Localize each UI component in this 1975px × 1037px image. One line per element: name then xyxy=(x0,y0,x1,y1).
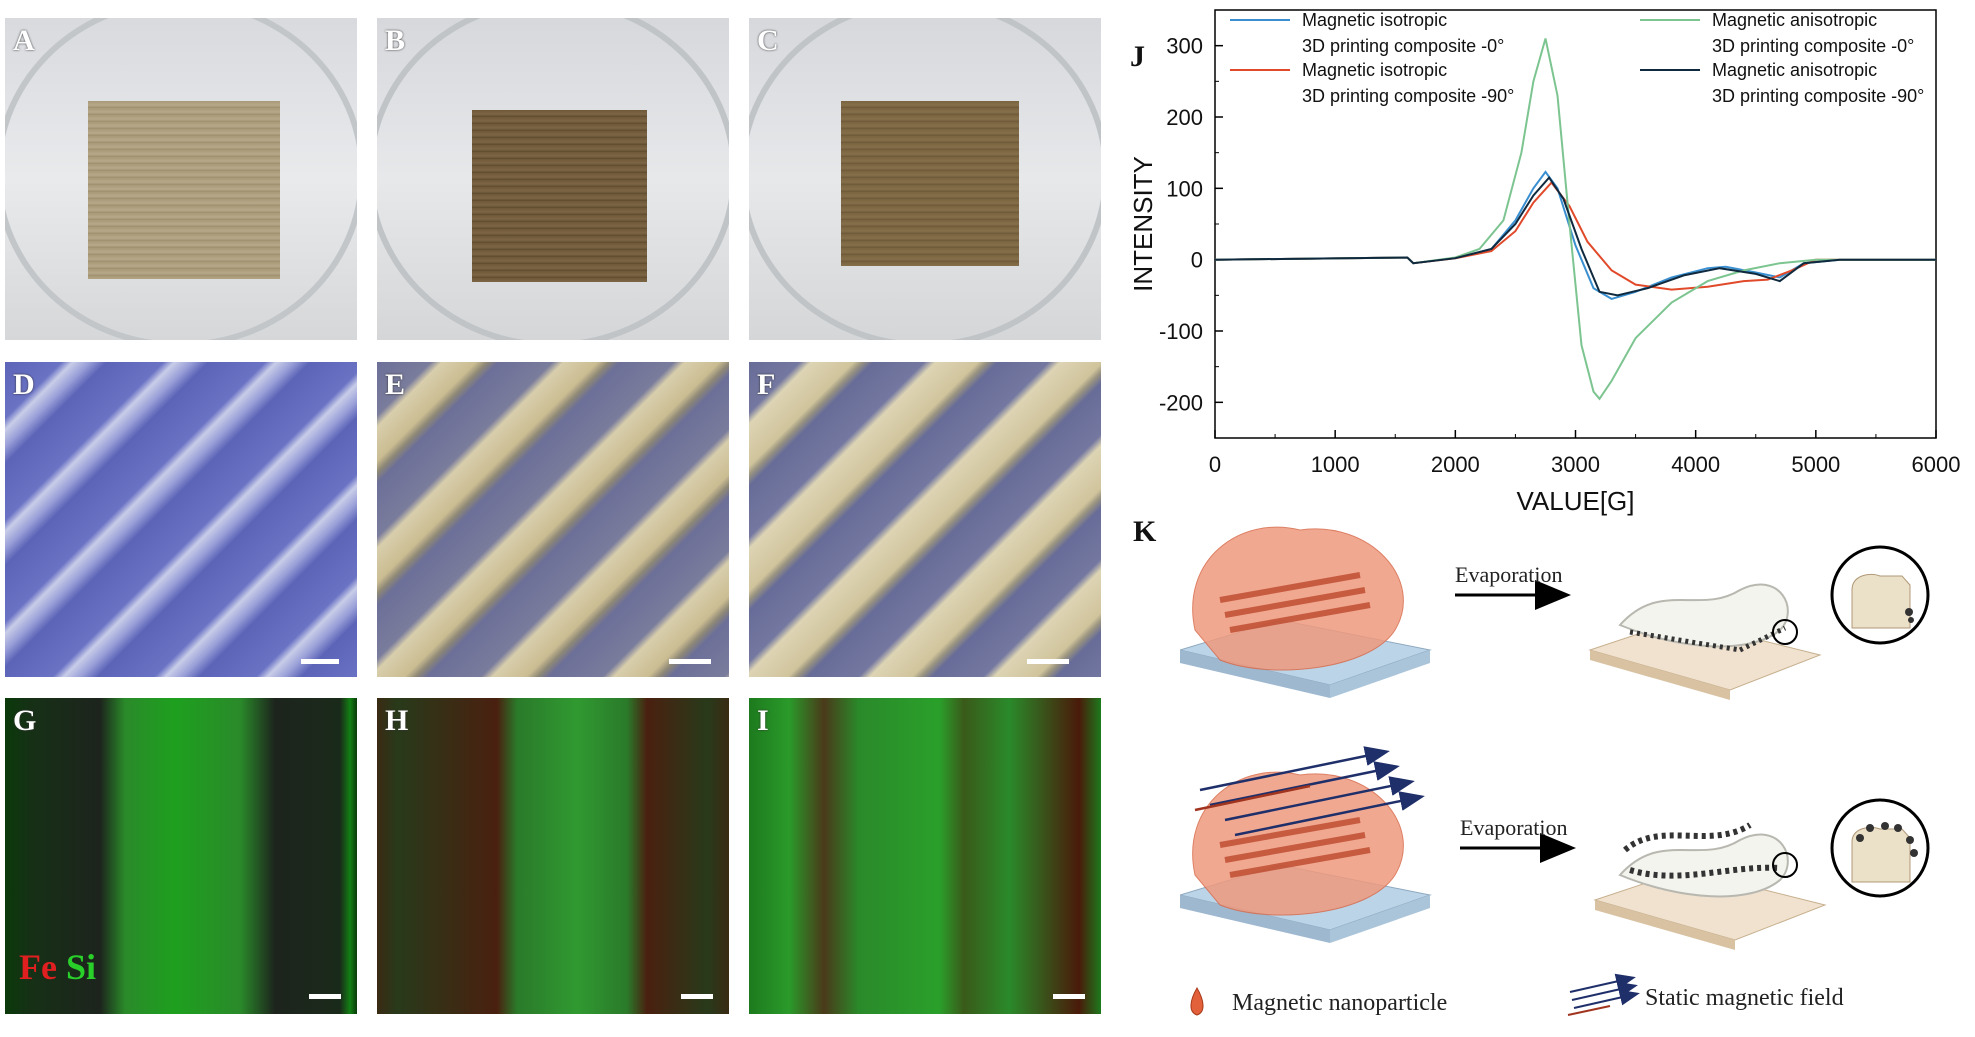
panel-label-j: J xyxy=(1130,40,1145,73)
panel-f-micrograph: F xyxy=(749,362,1101,677)
panel-a-photo: A xyxy=(5,18,357,340)
y-tick-label: 0 xyxy=(1191,248,1203,273)
dried-pattern-top xyxy=(1588,583,1822,700)
legend-label: 3D printing composite -90° xyxy=(1712,86,1924,106)
y-tick-label: 200 xyxy=(1166,105,1203,130)
legend-label: Magnetic anisotropic xyxy=(1712,10,1877,30)
scale-bar xyxy=(669,659,711,664)
y-tick-label: -100 xyxy=(1159,319,1203,344)
x-tick-label: 4000 xyxy=(1671,452,1720,477)
y-tick-label: 100 xyxy=(1166,176,1203,201)
droplet-substrate-top xyxy=(1180,526,1432,698)
fe-label: Fe xyxy=(19,947,57,987)
panel-g-fluorescence: G Fe Si xyxy=(5,698,357,1014)
legend-label: 3D printing composite -0° xyxy=(1712,36,1914,56)
magnetic-field-arrows xyxy=(1194,746,1425,837)
magnetic-field-legend-icon xyxy=(1567,973,1640,1016)
magnetic-field-legend-label: Static magnetic field xyxy=(1645,985,1844,1011)
scale-bar xyxy=(1053,994,1085,999)
panel-b-photo: B xyxy=(377,18,729,340)
x-tick-label: 5000 xyxy=(1791,452,1840,477)
scale-bar xyxy=(309,994,341,999)
legend-label: Magnetic isotropic xyxy=(1302,10,1447,30)
panel-label-a: A xyxy=(13,24,35,57)
panel-e-micrograph: E xyxy=(377,362,729,677)
legend-label: Magnetic isotropic xyxy=(1302,60,1447,80)
panel-label-k: K xyxy=(1133,515,1157,548)
x-tick-label: 3000 xyxy=(1551,452,1600,477)
zoom-marker-top xyxy=(1772,619,1798,645)
scale-bar xyxy=(681,994,713,999)
schematic-diagram xyxy=(1180,526,1930,1016)
nanoparticle-legend-label: Magnetic nanoparticle xyxy=(1232,990,1448,1016)
si-label: Si xyxy=(65,947,96,987)
panel-label-e: E xyxy=(385,368,406,401)
panel-label-g: G xyxy=(13,704,37,737)
panel-label-h: H xyxy=(385,704,409,737)
zoom-cross-section-top xyxy=(1830,545,1930,645)
series-line-3 xyxy=(1214,38,1936,401)
element-legend: Fe Si xyxy=(19,946,96,988)
zoom-marker-bottom xyxy=(1772,852,1798,878)
scale-bar xyxy=(1027,659,1069,664)
evaporation-label-top: Evaporation xyxy=(1455,562,1563,587)
panel-label-b: B xyxy=(385,24,406,57)
scale-bar xyxy=(301,659,339,664)
panel-label-d: D xyxy=(13,368,35,401)
panel-label-f: F xyxy=(757,368,776,401)
series-line-4 xyxy=(1214,175,1936,297)
droplet-substrate-bottom xyxy=(1180,771,1432,943)
evaporation-label-bottom: Evaporation xyxy=(1460,815,1568,840)
series-line-2 xyxy=(1214,181,1936,291)
panel-d-micrograph: D xyxy=(5,362,357,677)
zoom-cross-section-bottom xyxy=(1830,798,1930,898)
y-tick-label: -200 xyxy=(1159,390,1203,415)
legend-label: Magnetic anisotropic xyxy=(1712,60,1877,80)
panel-c-photo: C xyxy=(749,18,1101,340)
dried-pattern-bottom xyxy=(1593,822,1827,950)
x-tick-label: 6000 xyxy=(1912,452,1961,477)
panel-i-fluorescence: I xyxy=(749,698,1101,1014)
x-tick-label: 0 xyxy=(1209,452,1221,477)
panel-label-c: C xyxy=(757,24,779,57)
x-tick-label: 2000 xyxy=(1431,452,1480,477)
panel-h-fluorescence: H xyxy=(377,698,729,1014)
x-tick-label: 1000 xyxy=(1311,452,1360,477)
panel-label-i: I xyxy=(757,704,769,737)
legend-label: 3D printing composite -0° xyxy=(1302,36,1504,56)
y-axis-label: INTENSITY xyxy=(1128,156,1158,292)
x-axis-label: VALUE[G] xyxy=(1516,486,1634,516)
esr-spectrum-chart: 0 1000 2000 3000 4000 5000 6000 -200 -100 0 100 200… xyxy=(1128,9,1961,516)
nanoparticle-icon xyxy=(1190,987,1204,1016)
legend-label: 3D printing composite -90° xyxy=(1302,86,1514,106)
y-tick-label: 300 xyxy=(1166,34,1203,59)
